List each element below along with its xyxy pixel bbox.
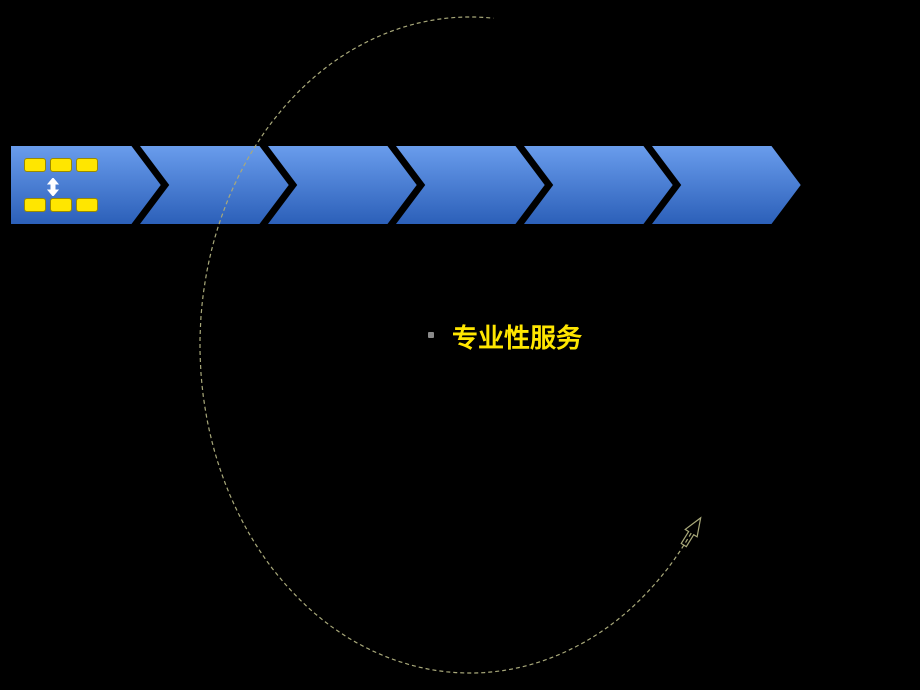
diagram-stage: 专业性服务 <box>0 0 920 690</box>
bullet-icon <box>428 332 434 338</box>
center-label: 专业性服务 <box>452 318 582 355</box>
